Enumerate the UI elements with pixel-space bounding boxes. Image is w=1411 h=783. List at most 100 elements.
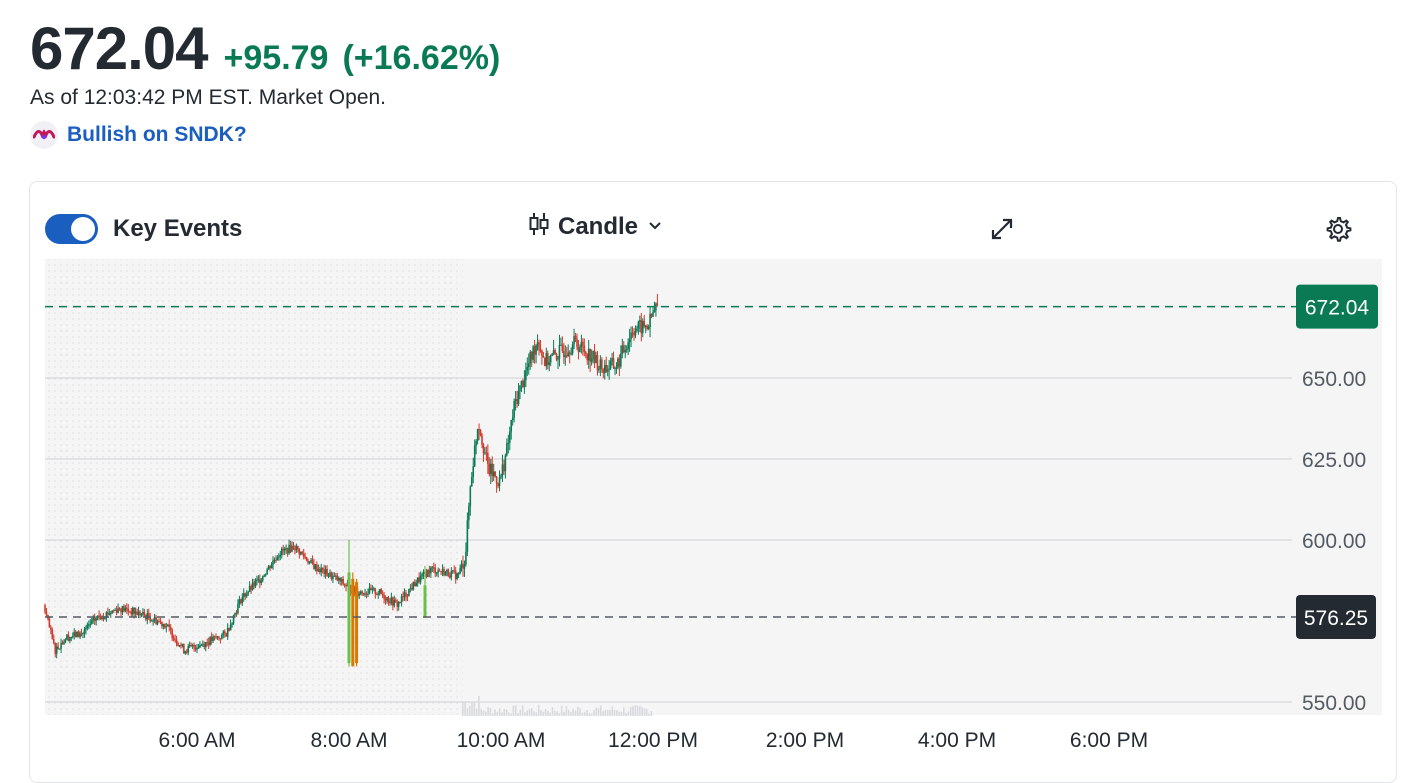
quote-header: 672.04 +95.79 (+16.62%) [30,14,500,83]
candle-body [232,615,235,624]
candle-body [500,475,502,478]
candle-body [324,569,327,574]
grid-lines [45,377,1292,703]
candle-body [202,644,204,646]
candle-body [216,636,219,638]
candle-body [551,353,553,356]
candle-body [171,629,173,638]
volume-bar [531,707,533,716]
candle-body [161,621,163,627]
volume-bar [533,711,535,716]
candle-body [88,624,90,626]
volume-bars [462,695,653,716]
candle-body [330,572,333,580]
market-status: As of 12:03:42 PM EST. Market Open. [30,86,387,109]
chart-type-dropdown[interactable]: Candle [528,212,662,241]
candle-body [183,644,185,654]
candle-body [96,615,99,619]
candle-body [563,351,565,357]
candle-body [511,417,514,420]
candle-body [449,575,451,578]
candle-body [134,611,137,614]
candle-body [124,607,127,612]
volume-bar [632,706,634,716]
volume-bar [625,712,627,716]
candle-body [269,565,271,569]
gear-icon[interactable] [1324,215,1352,243]
candle-body [508,431,511,443]
candle-body [574,336,577,339]
candle-body [342,579,344,585]
candle-body [615,367,618,369]
candle-body [564,355,567,357]
candle-body [640,320,643,334]
candle-body [639,320,641,322]
volume-bar [496,711,499,716]
candle-body [244,593,247,597]
candle-body [234,612,236,616]
candle-body [247,592,249,595]
volume-bar [609,710,611,716]
candle-body [297,546,299,549]
candle-body [394,599,397,602]
candle-body [536,342,539,345]
candle-body [389,602,391,604]
spike-candle-body [347,572,351,664]
candle-body [299,551,302,555]
bullish-link[interactable]: Bullish on SNDK? [30,121,247,149]
candle-body [371,588,374,591]
candle-body [200,645,203,647]
chevron-down-icon [648,218,662,236]
candle-body [83,629,86,634]
candle-body [374,588,377,595]
candle-body [261,576,264,581]
volume-bar [478,695,480,716]
candle-body [463,564,466,569]
candle-body [514,399,517,401]
candle-body [286,548,289,554]
candle-body [240,599,242,604]
candle-body [561,344,564,352]
candle-body [264,574,267,576]
candle-body [650,313,653,317]
candle-body [450,571,453,578]
x-tick-label: 2:00 PM [766,729,844,752]
volume-bar [519,710,522,716]
candle-body [108,613,111,615]
expand-icon[interactable] [988,215,1016,243]
candle-body [527,363,530,367]
candle-body [120,608,122,613]
candle-body [121,605,124,613]
volume-bar [606,709,609,716]
candle-body [652,312,654,317]
volume-bar [498,707,501,716]
candle-body [571,344,574,354]
candle-body [105,612,108,619]
candle-body [180,645,182,647]
candle-body [69,637,71,641]
volume-bar [623,707,625,716]
candle-body [213,636,216,638]
candle-body [446,569,448,572]
volume-bar [494,709,496,716]
candle-body [142,612,144,614]
y-tick-label: 550.00 [1302,692,1366,715]
candle-body [609,361,612,369]
key-events-toggle[interactable] [45,214,98,244]
current-price: 672.04 [30,15,209,82]
candle-body [85,627,87,630]
candle-body [340,579,343,582]
candle-body [237,604,239,614]
volume-bar [565,706,568,716]
candle-body [608,368,610,370]
candle-body [444,571,447,576]
candle-body [529,351,532,364]
volume-bar [517,712,519,716]
volume-bar [535,712,538,716]
candle-body [204,642,207,648]
candle-body [79,633,81,638]
candle-body [333,575,336,577]
candle-body [52,638,55,644]
candle-body [291,546,293,552]
